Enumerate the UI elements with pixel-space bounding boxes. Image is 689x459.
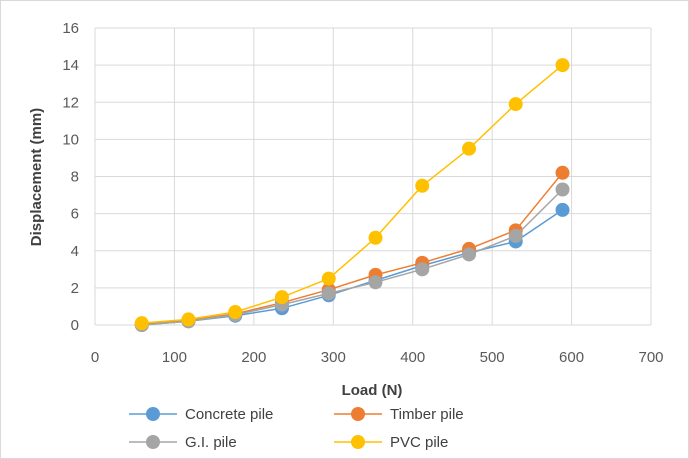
x-tick-label: 200: [241, 349, 266, 366]
y-axis-title: Displacement (mm): [28, 108, 45, 246]
legend-label: Concrete pile: [185, 406, 273, 423]
data-point-g-i-pile: [462, 247, 477, 262]
legend-marker: [146, 435, 160, 449]
data-point-pvc-pile: [555, 58, 570, 73]
legend-marker: [146, 407, 160, 421]
data-point-pvc-pile: [134, 316, 149, 331]
x-tick-label: 400: [400, 349, 425, 366]
data-point-g-i-pile: [555, 182, 570, 197]
x-tick-labels: 0 100 200 300 400 500 600 700: [91, 349, 664, 366]
data-point-g-i-pile: [368, 275, 383, 290]
legend-item-concrete-pile: Concrete pile: [129, 406, 273, 423]
x-tick-label: 700: [638, 349, 663, 366]
x-tick-label: 500: [480, 349, 505, 366]
legend: Concrete pile Timber pile G.I. pile PVC pil…: [129, 406, 464, 451]
data-point-pvc-pile: [274, 290, 289, 305]
x-tick-label: 300: [321, 349, 346, 366]
data-point-timber-pile: [555, 165, 570, 180]
y-tick-label: 6: [71, 206, 79, 223]
y-tick-label: 14: [62, 57, 79, 74]
x-axis-title: Load (N): [342, 382, 403, 399]
legend-item-timber-pile: Timber pile: [334, 406, 464, 423]
y-tick-label: 10: [62, 131, 79, 148]
legend-marker: [351, 407, 365, 421]
legend-item-pvc-pile: PVC pile: [334, 434, 448, 451]
data-point-pvc-pile: [508, 97, 523, 112]
x-tick-label: 0: [91, 349, 99, 366]
series-line-concrete-pile: [141, 209, 563, 326]
data-point-concrete-pile: [555, 202, 570, 217]
y-tick-label: 0: [71, 317, 79, 334]
series-line-g-i-pile: [141, 188, 564, 326]
legend-label: G.I. pile: [185, 434, 237, 451]
x-tick-label: 600: [559, 349, 584, 366]
x-tick-label: 100: [162, 349, 187, 366]
series-pvc-pile: [134, 58, 570, 331]
data-point-pvc-pile: [181, 312, 196, 327]
data-point-pvc-pile: [228, 305, 243, 320]
legend-marker: [351, 435, 365, 449]
data-point-pvc-pile: [368, 230, 383, 245]
series-line-timber-pile: [141, 172, 564, 325]
data-point-g-i-pile: [321, 286, 336, 301]
legend-item-g-i-pile: G.I. pile: [129, 434, 237, 451]
series-layer: [134, 58, 570, 332]
y-tick-label: 8: [71, 169, 79, 186]
series-line-pvc-pile: [141, 64, 563, 324]
y-tick-label: 12: [62, 94, 79, 111]
data-point-pvc-pile: [462, 141, 477, 156]
legend-label: PVC pile: [390, 434, 448, 451]
y-tick-label: 16: [62, 20, 79, 37]
data-point-pvc-pile: [415, 178, 430, 193]
series-timber-pile: [134, 165, 570, 332]
series-concrete-pile: [134, 202, 570, 332]
data-point-g-i-pile: [415, 262, 430, 277]
data-point-g-i-pile: [508, 228, 523, 243]
data-point-pvc-pile: [321, 271, 336, 286]
y-tick-label: 4: [71, 243, 79, 260]
legend-label: Timber pile: [390, 406, 464, 423]
y-tick-labels: 0 2 4 6 8 10 12 14 16: [62, 20, 79, 334]
y-tick-label: 2: [71, 280, 79, 297]
